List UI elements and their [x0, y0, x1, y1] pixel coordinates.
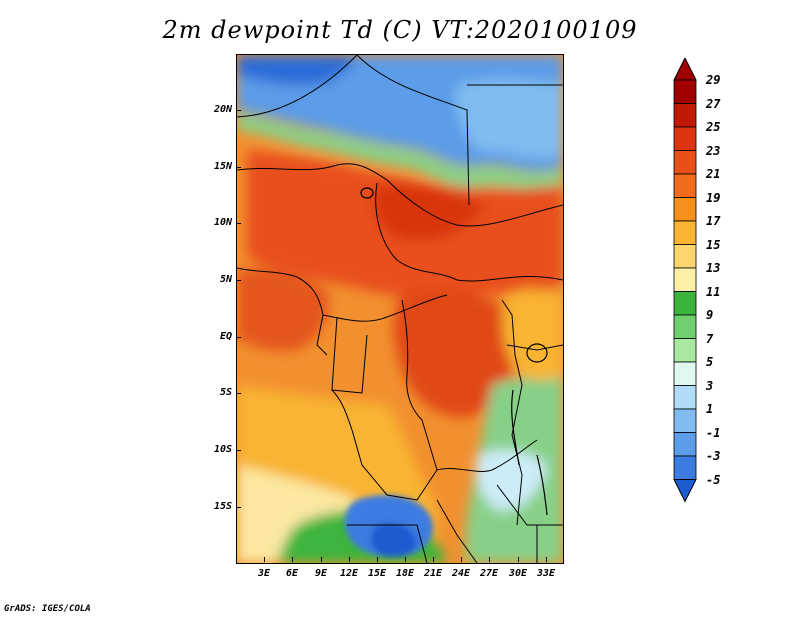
lon-label: 9E	[314, 568, 328, 579]
colorbar-label: 3	[706, 378, 714, 393]
colorbar-bottom-arrow	[673, 479, 697, 503]
lake-malawi	[536, 454, 548, 516]
colorbar-segment	[673, 291, 697, 316]
colorbar-segment	[673, 361, 697, 386]
colorbar-segment	[673, 220, 697, 245]
lat-tick	[236, 450, 241, 451]
colorbar-segment	[673, 126, 697, 151]
borders	[237, 55, 563, 563]
lon-label: 21E	[423, 568, 443, 579]
lat-label: 10N	[213, 217, 232, 228]
field-kalahari-dark	[370, 523, 417, 557]
lon-label: 3E	[257, 568, 271, 579]
colorbar-label: 21	[706, 167, 721, 181]
field-east-pale	[475, 449, 547, 511]
lon-label: 24E	[451, 568, 471, 579]
field-north-light	[455, 79, 563, 159]
lon-tick	[264, 557, 265, 562]
lon-tick	[461, 557, 462, 562]
colorbar-segment	[673, 432, 697, 457]
lon-tick	[405, 557, 406, 562]
colorbar	[673, 58, 697, 503]
colorbar-segment	[673, 408, 697, 433]
lat-label: 15S	[213, 501, 232, 512]
lon-label: 18E	[395, 568, 415, 579]
lat-tick	[236, 393, 241, 394]
colorbar-label: 13	[706, 261, 721, 275]
lon-label: 30E	[508, 568, 528, 579]
colorbar-label: 5	[706, 355, 714, 369]
lat-label: 20N	[213, 104, 232, 115]
lon-tick	[349, 557, 350, 562]
colorbar-label: 25	[706, 120, 721, 134]
colorbar-segment	[673, 338, 697, 363]
colorbar-segment	[673, 244, 697, 269]
field-east-highland	[502, 289, 563, 381]
credit-text: GrADS: IGES/COLA	[4, 604, 91, 614]
lat-label: 15N	[213, 161, 232, 172]
lat-tick	[236, 223, 241, 224]
colorbar-segment	[673, 314, 697, 339]
colorbar-segment	[673, 173, 697, 198]
lat-label: EQ	[219, 331, 232, 342]
lon-tick	[292, 557, 293, 562]
field-west-red	[237, 268, 329, 352]
lake-tanganyika	[511, 389, 520, 466]
dewpoint-map	[236, 54, 564, 564]
colorbar-label: 11	[706, 284, 721, 299]
field-sahel-green	[237, 113, 563, 190]
colorbar-top-arrow	[673, 58, 697, 81]
colorbar-label: 19	[706, 190, 721, 205]
lon-tick	[377, 557, 378, 562]
colorbar-segment	[673, 150, 697, 175]
lon-label: 6E	[285, 568, 299, 579]
lat-tick	[236, 110, 241, 111]
lake-victoria	[526, 343, 548, 363]
lat-label: 10S	[213, 444, 232, 455]
colorbar-label: 1	[706, 402, 714, 416]
colorbar-segment	[673, 103, 697, 128]
lake-chad	[360, 187, 374, 199]
lon-tick	[489, 557, 490, 562]
lat-label: 5S	[219, 387, 232, 398]
lat-tick	[236, 337, 241, 338]
lon-label: 33E	[536, 568, 556, 579]
colorbar-segment	[673, 385, 697, 410]
colorbar-label: 17	[706, 214, 721, 228]
chart-title: 2m dewpoint Td (C) VT:2020100109	[162, 16, 638, 44]
colorbar-segment	[673, 197, 697, 222]
lat-tick	[236, 280, 241, 281]
colorbar-label: 9	[706, 308, 714, 322]
colorbar-label: 23	[706, 143, 721, 158]
colorbar-label: 15	[706, 237, 721, 252]
lat-label: 5N	[219, 274, 232, 285]
colorbar-label: 7	[706, 331, 714, 346]
lon-tick	[321, 557, 322, 562]
lon-label: 27E	[479, 568, 499, 579]
field-deep-red	[373, 184, 487, 241]
lat-tick	[236, 507, 241, 508]
colorbar-label: -3	[706, 449, 721, 463]
lon-tick	[546, 557, 547, 562]
lon-tick	[518, 557, 519, 562]
field-north-dark	[237, 55, 357, 85]
colorbar-label: 29	[706, 73, 721, 87]
colorbar-label: -5	[706, 472, 721, 487]
colorbar-segment	[673, 79, 697, 104]
lat-tick	[236, 167, 241, 168]
lon-tick	[433, 557, 434, 562]
field-congo-red	[393, 286, 520, 418]
colorbar-segment	[673, 455, 697, 480]
lon-label: 12E	[339, 568, 359, 579]
colorbar-segment	[673, 267, 697, 292]
colorbar-label: 27	[706, 96, 721, 111]
lon-label: 15E	[367, 568, 387, 579]
colorbar-label: -1	[706, 425, 721, 440]
